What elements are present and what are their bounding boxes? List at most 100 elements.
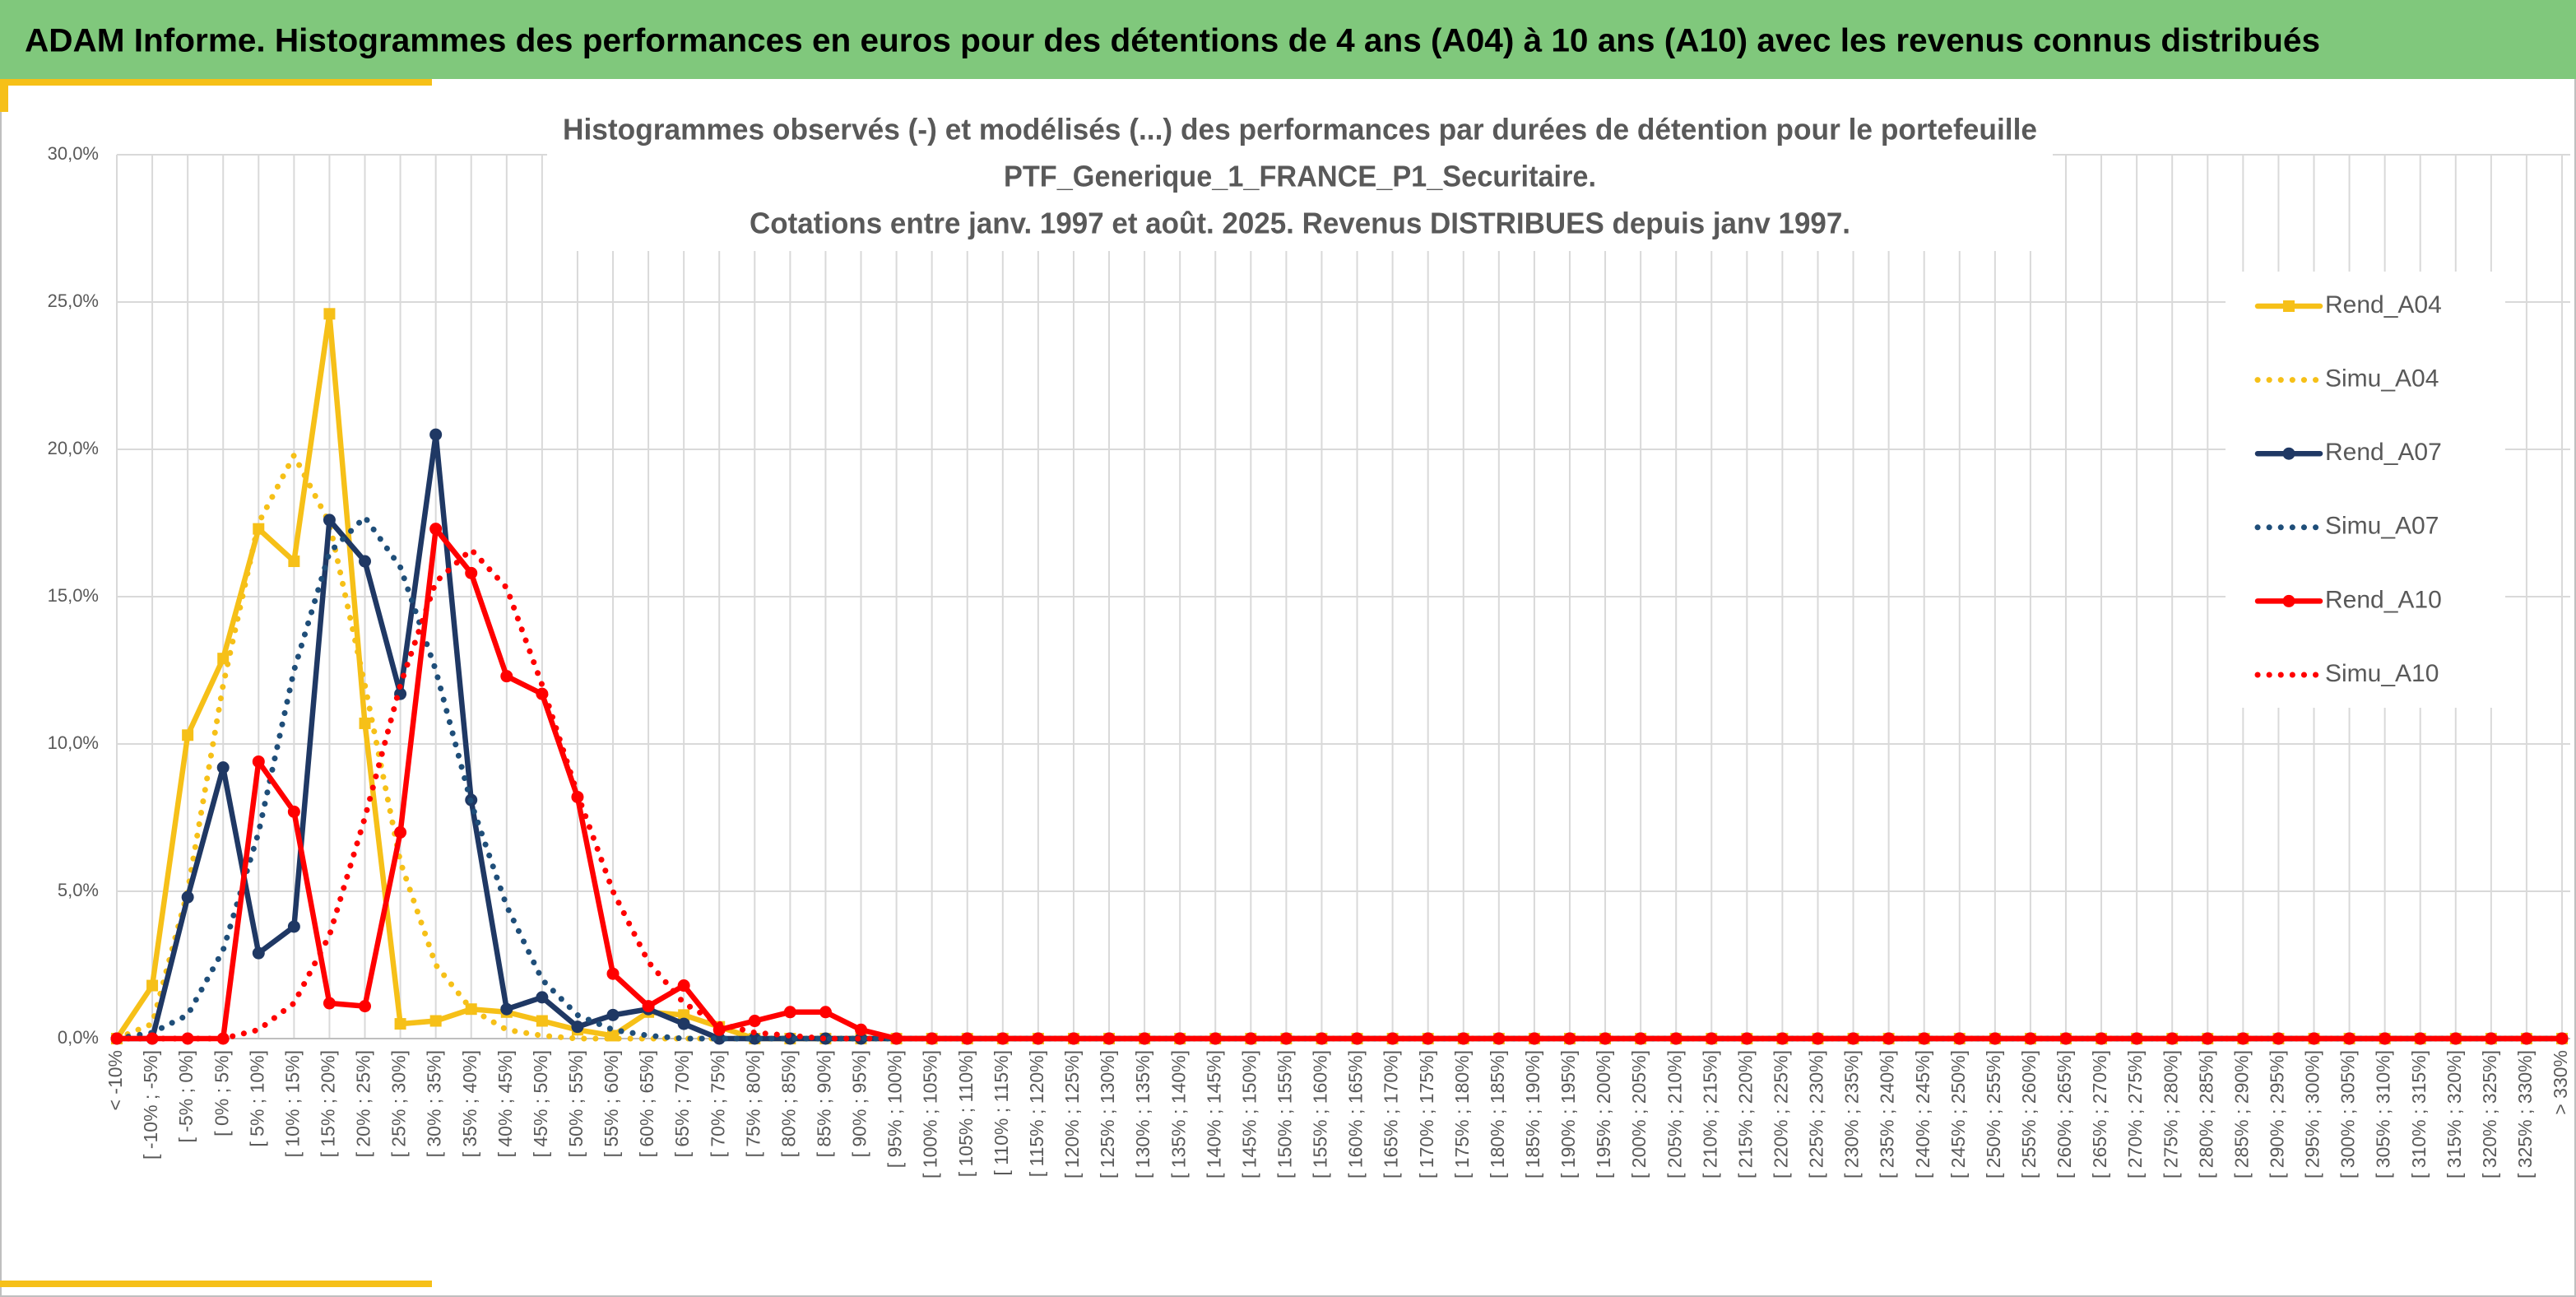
legend: Rend_A04 Simu_A04 Rend_A07 Simu_A07 Rend_A10… <box>2254 291 2442 687</box>
header-band <box>0 0 2576 79</box>
x-tick-label: [ 45% ; 50%] <box>530 1050 551 1157</box>
x-tick-label: [ 245% ; 250%] <box>1947 1050 1969 1178</box>
marker <box>500 1002 513 1016</box>
marker <box>677 979 690 993</box>
x-tick-label: [ 175% ; 180%] <box>1451 1050 1473 1178</box>
x-tick-label: [ 170% ; 175%] <box>1416 1050 1437 1178</box>
x-tick-label: [ 210% ; 215%] <box>1699 1050 1720 1178</box>
x-tick-label: [ 30% ; 35%] <box>424 1050 445 1157</box>
marker <box>2236 1032 2249 1045</box>
x-tick-label: [ 200% ; 205%] <box>1628 1050 1650 1178</box>
x-tick-label: [ 215% ; 220%] <box>1734 1050 1756 1178</box>
marker <box>252 946 265 960</box>
marker <box>571 1020 584 1034</box>
x-tick-label: [ 130% ; 135%] <box>1132 1050 1153 1178</box>
x-tick-label: [ 75% ; 80%] <box>742 1050 764 1157</box>
x-tick-label: [ 275% ; 280%] <box>2160 1050 2181 1178</box>
legend-marker <box>2283 300 2295 312</box>
y-tick-label: 20,0% <box>48 438 99 458</box>
x-tick-label: [ 135% ; 140%] <box>1167 1050 1189 1178</box>
marker <box>677 1017 690 1030</box>
x-tick-label: [ 125% ; 130%] <box>1097 1050 1118 1178</box>
marker <box>2414 1032 2427 1045</box>
decor-bottom <box>0 1281 432 1287</box>
marker <box>536 1015 548 1027</box>
x-tick-label: [ 90% ; 95%] <box>849 1050 870 1157</box>
title-box <box>547 103 2053 251</box>
marker <box>500 670 513 683</box>
decor-top <box>0 79 432 86</box>
x-tick-label: [ 60% ; 65%] <box>636 1050 657 1157</box>
x-tick-label: [ 55% ; 60%] <box>601 1050 622 1157</box>
marker <box>323 308 336 320</box>
marker <box>1138 1032 1151 1045</box>
x-tick-label: [ 205% ; 210%] <box>1664 1050 1685 1178</box>
marker <box>182 729 194 741</box>
x-tick-label: [ 145% ; 150%] <box>1238 1050 1260 1178</box>
marker <box>961 1032 974 1045</box>
marker <box>1067 1032 1080 1045</box>
x-tick-label: [ 310% ; 315%] <box>2408 1050 2430 1178</box>
x-tick-label: [ 100% ; 105%] <box>920 1050 941 1178</box>
series-line <box>114 546 2565 1042</box>
marker <box>748 1032 761 1045</box>
y-tick-label: 5,0% <box>58 880 99 900</box>
marker <box>996 1032 1010 1045</box>
x-tick-label: [ 120% ; 125%] <box>1061 1050 1083 1178</box>
x-tick-label: [ 290% ; 295%] <box>2266 1050 2287 1178</box>
marker <box>678 1009 690 1021</box>
marker <box>1032 1032 1045 1045</box>
marker <box>2165 1032 2179 1045</box>
marker <box>429 523 443 536</box>
marker <box>2201 1032 2214 1045</box>
x-tick-label: [ 225% ; 230%] <box>1806 1050 1827 1178</box>
marker <box>819 1006 832 1019</box>
x-tick-label: [ 80% ; 85%] <box>777 1050 799 1157</box>
marker <box>146 979 159 992</box>
x-tick-label: [ 300% ; 305%] <box>2337 1050 2359 1178</box>
marker <box>287 805 300 818</box>
x-tick-label: [ 185% ; 190%] <box>1522 1050 1543 1178</box>
legend-label: Simu_A07 <box>2325 513 2439 540</box>
x-tick-label: [ 85% ; 90%] <box>814 1050 835 1157</box>
plot <box>110 308 2569 1045</box>
x-tick-label: [ 195% ; 200%] <box>1593 1050 1614 1178</box>
y-tick-label: 15,0% <box>48 585 99 606</box>
marker <box>252 755 265 768</box>
marker <box>748 1015 761 1028</box>
x-tick-label: [ 15% ; 20%] <box>318 1050 339 1157</box>
legend-label: Rend_A10 <box>2325 586 2442 613</box>
marker <box>783 1006 796 1019</box>
marker <box>890 1032 903 1045</box>
y-tick-label: 0,0% <box>58 1027 99 1048</box>
x-tick-label: < -10% <box>104 1050 126 1111</box>
y-tick-label: 30,0% <box>48 143 99 164</box>
marker <box>429 428 443 441</box>
marker <box>1811 1032 1824 1045</box>
marker <box>1563 1032 1576 1045</box>
marker <box>359 717 371 729</box>
x-tick-label: [ 260% ; 265%] <box>2054 1050 2075 1178</box>
x-tick-label: [ -5% ; 0%] <box>175 1050 197 1142</box>
marker <box>606 967 620 980</box>
marker <box>394 825 407 839</box>
marker <box>1599 1032 1612 1045</box>
marker <box>2272 1032 2285 1045</box>
marker <box>2343 1032 2356 1045</box>
chart-title: PTF_Generique_1_FRANCE_P1_Securitaire. <box>1004 160 1596 193</box>
x-tick-label: [ 10% ; 15%] <box>281 1050 303 1157</box>
x-tick-label: [ 35% ; 40%] <box>459 1050 480 1157</box>
decor-left <box>0 79 8 112</box>
marker <box>926 1032 939 1045</box>
marker <box>2379 1032 2392 1045</box>
x-tick-label: [ 70% ; 75%] <box>707 1050 728 1157</box>
x-tick-label: [ 220% ; 225%] <box>1770 1050 1791 1178</box>
marker <box>855 1032 868 1045</box>
legend-label: Simu_A10 <box>2325 660 2439 687</box>
x-tick-label: [ 95% ; 100%] <box>884 1050 906 1168</box>
marker <box>1705 1032 1718 1045</box>
marker <box>1102 1032 1116 1045</box>
legend-marker <box>2282 594 2295 607</box>
x-tick-label: [ 50% ; 55%] <box>565 1050 587 1157</box>
